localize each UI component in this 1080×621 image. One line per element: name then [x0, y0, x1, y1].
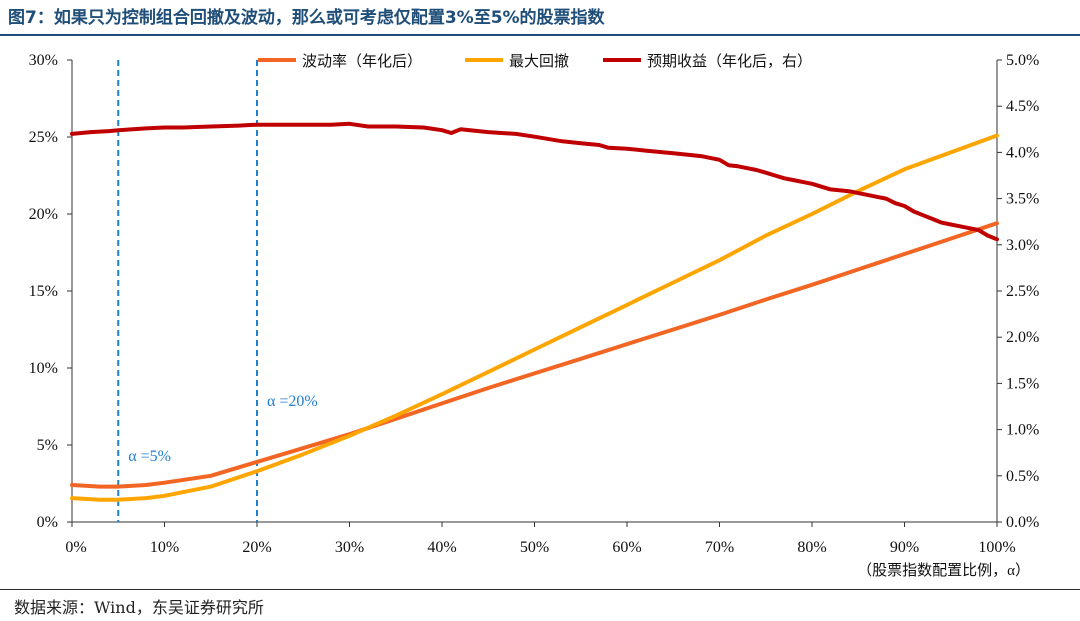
- y-left-tick-label: 5%: [37, 437, 58, 454]
- footer-rule: [0, 589, 1080, 590]
- y-left-tick-label: 30%: [29, 52, 58, 69]
- y-right-tick-label: 5.0%: [1006, 52, 1039, 69]
- x-tick-label: 30%: [335, 539, 364, 556]
- y-left-tick-label: 10%: [29, 360, 58, 377]
- x-tick-label: 60%: [612, 539, 641, 556]
- y-right-tick-label: 4.5%: [1006, 98, 1039, 115]
- chart-area: 0% 5% 10% 15% 20% 25% 30% 0.0% 0.5% 1.0% 1.5% 2.0% 2…: [29, 52, 1040, 579]
- x-tick-label: 80%: [797, 539, 826, 556]
- y-right-tick-label: 4.0%: [1006, 144, 1039, 161]
- y-right-tick-label: 3.5%: [1006, 191, 1039, 208]
- x-tick-label: 40%: [427, 539, 456, 556]
- y-right-tick-label: 3.0%: [1006, 237, 1039, 254]
- max-drawdown-line: [70, 133, 999, 502]
- x-tick-label: 0%: [65, 539, 86, 556]
- x-tick-label: 20%: [242, 539, 271, 556]
- y-right-tick-label: 0.5%: [1006, 468, 1039, 485]
- y-left-tick-label: 20%: [29, 206, 58, 223]
- y-right-tick-label: 1.5%: [1006, 375, 1039, 392]
- y-right-tick-label: 2.0%: [1006, 329, 1039, 346]
- y-right-tick-label: 1.0%: [1006, 422, 1039, 439]
- x-tick-label: 50%: [520, 539, 549, 556]
- x-tick-label: 100%: [978, 539, 1015, 556]
- figure-title: 图7：如果只为控制组合回撤及波动，那么或可考虑仅配置3%至5%的股票指数: [8, 8, 605, 28]
- y-right-tick-label: 2.5%: [1006, 283, 1039, 300]
- y-left-tick-label: 15%: [29, 283, 58, 300]
- legend-label: 最大回撤: [509, 53, 569, 70]
- y-left-tick-label: 25%: [29, 129, 58, 146]
- alpha-marker-label: α =5%: [128, 448, 171, 465]
- alpha-marker-label: α =20%: [267, 393, 318, 410]
- y-right-tick-label: 0.0%: [1006, 514, 1039, 531]
- expected-return-line: [70, 121, 999, 242]
- volatility-line: [70, 221, 999, 489]
- x-tick-label: 70%: [705, 539, 734, 556]
- x-tick-label: 90%: [890, 539, 919, 556]
- x-axis-label: （股票指数配置比例，α）: [857, 562, 1030, 579]
- source-note: 数据来源：Wind，东吴证券研究所: [14, 598, 264, 617]
- title-rule: [0, 34, 1080, 36]
- legend-label: 波动率（年化后）: [302, 53, 422, 70]
- legend-label: 预期收益（年化后，右）: [647, 53, 812, 70]
- x-tick-label: 10%: [150, 539, 179, 556]
- y-left-tick-label: 0%: [37, 514, 58, 531]
